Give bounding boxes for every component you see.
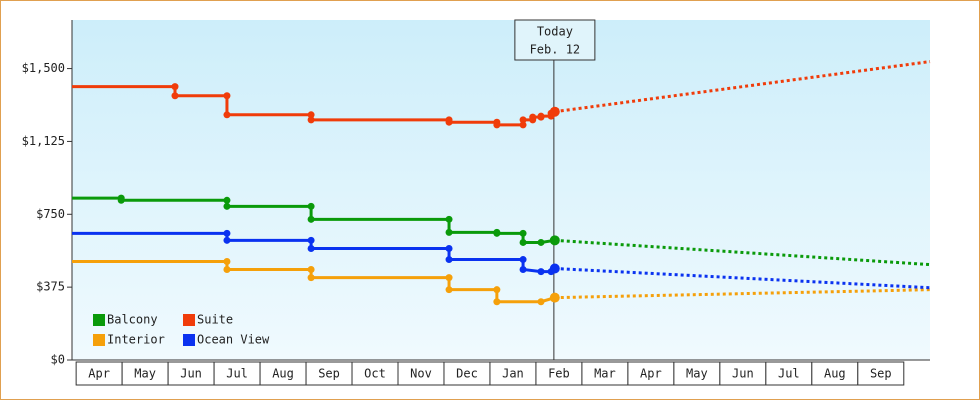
x-tick-label: Jul	[226, 367, 248, 381]
point	[519, 121, 527, 129]
point	[117, 196, 125, 204]
x-tick-label: Aug	[272, 367, 294, 381]
x-tick-label: Mar	[594, 367, 616, 381]
x-tick-label: Aug	[824, 367, 846, 381]
y-tick-label: $375	[36, 280, 65, 294]
point	[223, 229, 231, 237]
point	[223, 92, 231, 100]
point	[223, 265, 231, 273]
legend-swatch	[183, 334, 195, 346]
point	[307, 236, 315, 244]
point	[549, 235, 560, 246]
x-tick-label: May	[686, 367, 708, 381]
point	[519, 229, 527, 237]
forecast-line	[554, 288, 931, 300]
x-tick-label: Jan	[502, 367, 524, 381]
point	[307, 116, 315, 124]
point	[445, 256, 453, 264]
point	[493, 298, 501, 306]
point	[445, 215, 453, 223]
point	[549, 263, 560, 274]
point	[445, 274, 453, 282]
point	[223, 111, 231, 119]
point	[493, 286, 501, 294]
x-tick-label: Sep	[870, 367, 892, 381]
point	[537, 268, 545, 276]
y-tick-label: $750	[36, 207, 65, 221]
x-tick-label: May	[134, 367, 156, 381]
point	[171, 83, 179, 91]
point	[549, 106, 560, 117]
point	[307, 265, 315, 273]
point	[537, 298, 545, 306]
x-tick-label: Apr	[88, 367, 110, 381]
y-tick-label: $0	[51, 353, 65, 367]
point	[529, 113, 537, 121]
point	[445, 286, 453, 294]
point	[445, 228, 453, 236]
point	[537, 112, 545, 120]
point	[307, 111, 315, 119]
today-label: Today	[537, 25, 573, 39]
point	[519, 256, 527, 264]
point	[223, 202, 231, 210]
month-box	[857, 361, 905, 386]
point	[307, 244, 315, 252]
x-tick-label: Sep	[318, 367, 340, 381]
point	[223, 236, 231, 244]
y-tick-label: $1,500	[22, 61, 65, 75]
x-tick-label: Dec	[456, 367, 478, 381]
x-tick-label: Apr	[640, 367, 662, 381]
x-tick-label: Oct	[364, 367, 386, 381]
forecast-line	[554, 238, 931, 267]
legend-swatch	[93, 334, 105, 346]
point	[519, 265, 527, 273]
point	[307, 274, 315, 282]
today-box	[514, 19, 596, 61]
legend-label: Interior	[107, 333, 165, 347]
point	[493, 229, 501, 237]
point	[519, 116, 527, 124]
point	[519, 238, 527, 246]
point	[445, 118, 453, 126]
point	[223, 257, 231, 265]
point	[537, 238, 545, 246]
x-tick-label: Feb	[548, 367, 570, 381]
legend-swatch	[183, 314, 195, 326]
point	[223, 196, 231, 204]
point	[493, 121, 501, 129]
forecast-line	[554, 266, 931, 290]
point	[549, 292, 560, 303]
point	[445, 244, 453, 252]
x-tick-label: Jul	[778, 367, 800, 381]
legend-label: Ocean View	[197, 333, 270, 347]
x-tick-label: Jun	[180, 367, 202, 381]
point	[307, 202, 315, 210]
legend-label: Suite	[197, 313, 233, 327]
legend-swatch	[93, 314, 105, 326]
point	[307, 215, 315, 223]
x-tick-label: Jun	[732, 367, 754, 381]
y-tick-label: $1,125	[22, 134, 65, 148]
point	[171, 92, 179, 100]
x-tick-label: Nov	[410, 367, 432, 381]
today-label: Feb. 12	[530, 43, 581, 57]
plot-area	[72, 20, 930, 360]
legend-label: Balcony	[107, 313, 158, 327]
